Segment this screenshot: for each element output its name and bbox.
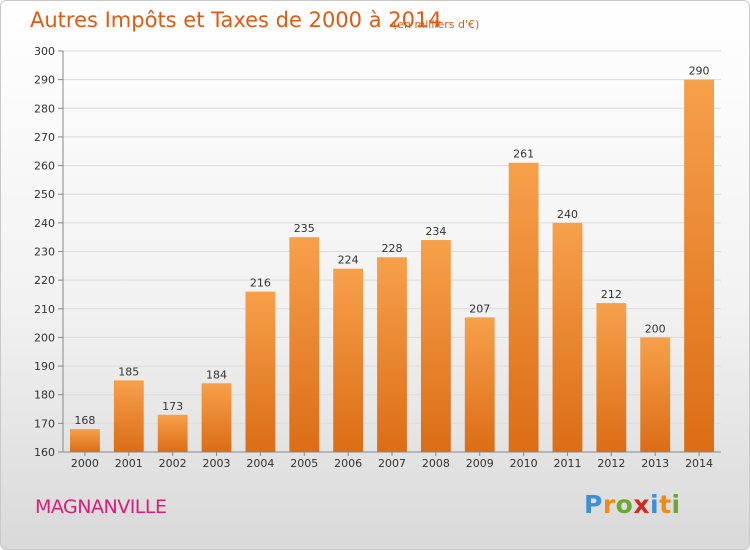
logo-letter: t [659,490,672,519]
logo-letter: P [584,490,603,519]
x-tick-label: 2009 [466,457,494,470]
y-tick-label: 170 [34,417,55,430]
y-tick-label: 240 [34,217,55,230]
logo-letter: i [671,490,681,519]
data-label: 200 [645,322,666,335]
bar [420,240,451,452]
bar [333,268,364,452]
x-tick-label: 2001 [115,457,143,470]
y-tick-label: 180 [34,389,55,402]
logo-letter: o [615,490,634,519]
bar [684,79,714,453]
data-label: 184 [206,368,227,381]
bar [113,380,144,452]
data-label: 212 [601,288,622,301]
bar [552,222,583,452]
bar [640,337,671,452]
logo-letter: x [633,490,650,519]
data-label: 207 [469,302,490,315]
x-tick-label: 2010 [510,457,538,470]
y-tick-label: 190 [34,360,55,373]
proxiti-logo: Proxiti [584,490,681,519]
x-tick-label: 2005 [290,457,318,470]
x-tick-label: 2006 [334,457,362,470]
x-tick-label: 2004 [246,457,274,470]
x-tick-label: 2012 [597,457,625,470]
data-label: 185 [118,365,139,378]
y-tick-label: 200 [34,331,55,344]
data-label: 168 [74,414,95,427]
data-label: 261 [513,148,534,161]
y-tick-label: 300 [34,45,55,58]
x-tick-label: 2011 [553,457,581,470]
commune-name: MAGNANVILLE [35,496,167,518]
y-tick-label: 160 [34,446,55,459]
bar [464,317,495,452]
x-tick-label: 2000 [71,457,99,470]
bar [157,414,188,452]
data-label: 235 [294,222,315,235]
data-label: 228 [382,242,403,255]
data-label: 290 [689,65,710,78]
bar [377,257,407,452]
data-label: 224 [338,254,359,267]
x-tick-label: 2007 [378,457,406,470]
logo-letter: i [650,490,660,519]
y-tick-label: 220 [34,274,55,287]
data-label: 216 [250,277,271,290]
bar [508,162,539,452]
data-label: 234 [425,225,446,238]
bar [201,383,232,452]
bars [70,79,714,453]
y-tick-label: 260 [34,160,55,173]
y-tick-label: 270 [34,131,55,144]
x-tick-label: 2013 [641,457,669,470]
x-tick-label: 2003 [203,457,231,470]
bar [70,429,100,452]
logo-letter: r [602,490,616,519]
y-tick-label: 290 [34,74,55,87]
data-label: 173 [162,400,183,413]
bar [289,237,320,452]
y-tick-label: 230 [34,246,55,259]
chart-title: Autres Impôts et Taxes de 2000 à 2014 [30,8,442,32]
bar [245,291,276,452]
chart-subtitle: (en milliers d'€) [393,18,480,31]
data-label: 240 [557,208,578,221]
y-tick-label: 280 [34,102,55,115]
x-tick-label: 2002 [159,457,187,470]
y-tick-label: 210 [34,303,55,316]
bar [596,303,627,452]
x-tick-label: 2014 [685,457,713,470]
x-tick-label: 2008 [422,457,450,470]
labels: 160 170 180 190 200 210 220 230 240 250 260 270 280 2… [34,45,713,470]
y-tick-label: 250 [34,188,55,201]
